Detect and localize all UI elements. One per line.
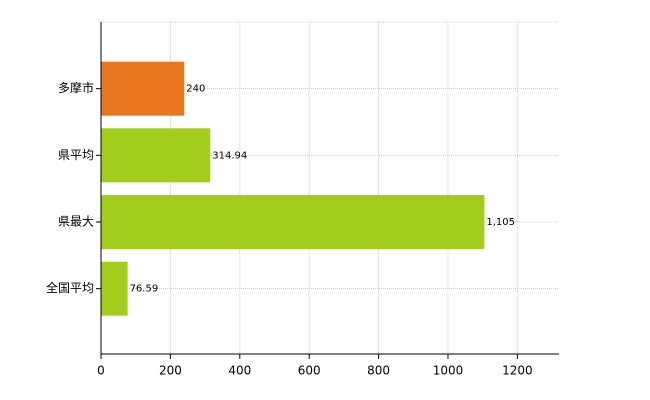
y-tick-label: 県平均 xyxy=(58,148,94,162)
y-tick-label: 多摩市 xyxy=(58,80,94,95)
x-tick-label: 0 xyxy=(97,364,105,378)
value-label: 314.94 xyxy=(212,150,247,161)
bar xyxy=(101,61,185,116)
bar xyxy=(101,128,211,183)
bar xyxy=(101,261,128,316)
value-label: 76.59 xyxy=(130,284,159,295)
x-tick-label: 800 xyxy=(367,364,390,378)
x-tick-label: 200 xyxy=(159,364,182,378)
x-tick-label: 400 xyxy=(228,364,251,378)
y-tick-label: 全国平均 xyxy=(46,280,94,295)
bar xyxy=(101,195,485,249)
y-tick-label: 県最大 xyxy=(58,215,94,229)
x-tick-label: 600 xyxy=(298,364,321,378)
x-tick-label: 1000 xyxy=(433,364,464,378)
value-label: 240 xyxy=(186,84,205,95)
value-label: 1,105 xyxy=(486,217,515,228)
x-tick-label: 1200 xyxy=(502,364,533,378)
